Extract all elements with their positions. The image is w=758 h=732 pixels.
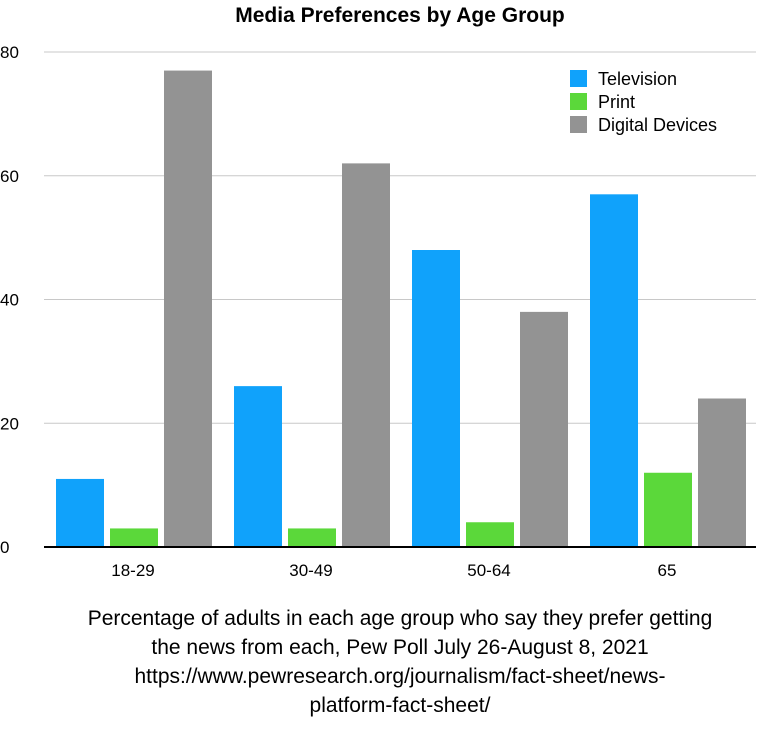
y-tick-label: 60 [0, 167, 19, 186]
legend: Television Print Digital Devices [570, 69, 717, 135]
x-axis-ticks: 18-29 30-49 50-64 65 [111, 561, 676, 580]
bar-print-30-49 [288, 528, 336, 547]
y-tick-label: 40 [0, 291, 19, 310]
bar-television-65 [590, 194, 638, 547]
y-tick-label: 80 [0, 43, 19, 62]
y-axis-ticks: 0 20 40 60 80 [0, 43, 19, 557]
x-tick-label: 18-29 [111, 561, 154, 580]
legend-swatch [570, 70, 587, 87]
bar-print-65 [644, 472, 692, 547]
caption-line: Percentage of adults in each age group w… [87, 607, 713, 630]
bar-chart: 0 20 40 60 80 18-29 30-49 50-64 65 Television Pr… [0, 43, 756, 580]
legend-label: Digital Devices [598, 115, 717, 135]
bar-digital-devices-30-49 [342, 163, 390, 547]
caption-line: platform-fact-sheet/ [309, 694, 491, 717]
x-tick-label: 30-49 [289, 561, 332, 580]
gridlines [44, 51, 756, 424]
bar-television-50-64 [412, 250, 460, 547]
y-tick-label: 20 [0, 414, 19, 433]
bar-print-50-64 [466, 522, 514, 547]
y-tick-label: 0 [0, 538, 9, 557]
chart-title: Media Preferences by Age Group [235, 4, 565, 27]
caption-line: the news from each, Pew Poll July 26-Aug… [151, 636, 649, 659]
bar-television-30-49 [234, 386, 282, 547]
legend-swatch [570, 93, 587, 110]
x-tick-label: 65 [658, 561, 677, 580]
bar-print-18-29 [110, 528, 158, 547]
x-tick-label: 50-64 [467, 561, 510, 580]
bar-television-18-29 [56, 478, 104, 547]
bar-digital-devices-65 [698, 398, 746, 547]
bar-digital-devices-18-29 [164, 70, 212, 547]
legend-label: Print [598, 92, 635, 112]
bar-digital-devices-50-64 [520, 311, 568, 547]
bars [56, 70, 746, 547]
chart-caption: Percentage of adults in each age group w… [0, 604, 758, 720]
legend-label: Television [598, 69, 677, 89]
legend-swatch [570, 116, 587, 133]
caption-line: https://www.pewresearch.org/journalism/f… [134, 665, 666, 688]
